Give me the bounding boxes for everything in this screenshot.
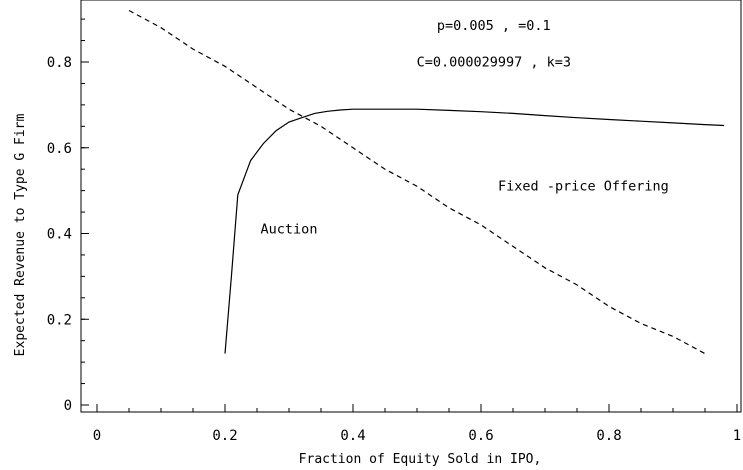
y-tick-label: 0.4 bbox=[47, 227, 72, 243]
annotation-2: Fixed -price Offering bbox=[498, 179, 669, 195]
minor-ticks bbox=[81, 18, 738, 412]
y-tick-label: 0.6 bbox=[47, 141, 72, 157]
x-tick-label: 0.6 bbox=[468, 428, 493, 444]
y-axis-ticks: 0 0.2 0.4 0.6 0.8 bbox=[47, 55, 89, 414]
x-axis-ticks: 0 0.2 0.4 0.6 0.8 1 bbox=[93, 404, 741, 444]
series-line-fixed-price-offering bbox=[128, 9, 706, 355]
y-tick-label: 0.2 bbox=[47, 312, 72, 328]
annotation-1: C=0.000029997 , k=3 bbox=[417, 54, 571, 70]
annotation-3: Auction bbox=[261, 222, 318, 238]
series-layer bbox=[128, 9, 725, 355]
x-tick-label: 0.8 bbox=[596, 428, 621, 444]
x-tick-label: 0.4 bbox=[340, 428, 365, 444]
x-axis-label: Fraction of Equity Sold in IPO, bbox=[299, 452, 542, 467]
y-tick-label: 0 bbox=[64, 398, 72, 414]
y-axis-label: Expected Revenue to Type G Firm bbox=[13, 114, 28, 357]
series-line-auction bbox=[224, 108, 725, 354]
x-tick-label: 0.2 bbox=[212, 428, 237, 444]
y-tick-label: 0.8 bbox=[47, 55, 72, 71]
x-tick-label: 1 bbox=[733, 428, 741, 444]
x-tick-label: 0 bbox=[93, 428, 101, 444]
plot-frame bbox=[80, 0, 742, 413]
annotation-0: p=0.005 , =0.1 bbox=[437, 18, 551, 34]
annotations: p=0.005 , =0.1 C=0.000029997 , k=3 Fixed -… bbox=[261, 18, 669, 238]
